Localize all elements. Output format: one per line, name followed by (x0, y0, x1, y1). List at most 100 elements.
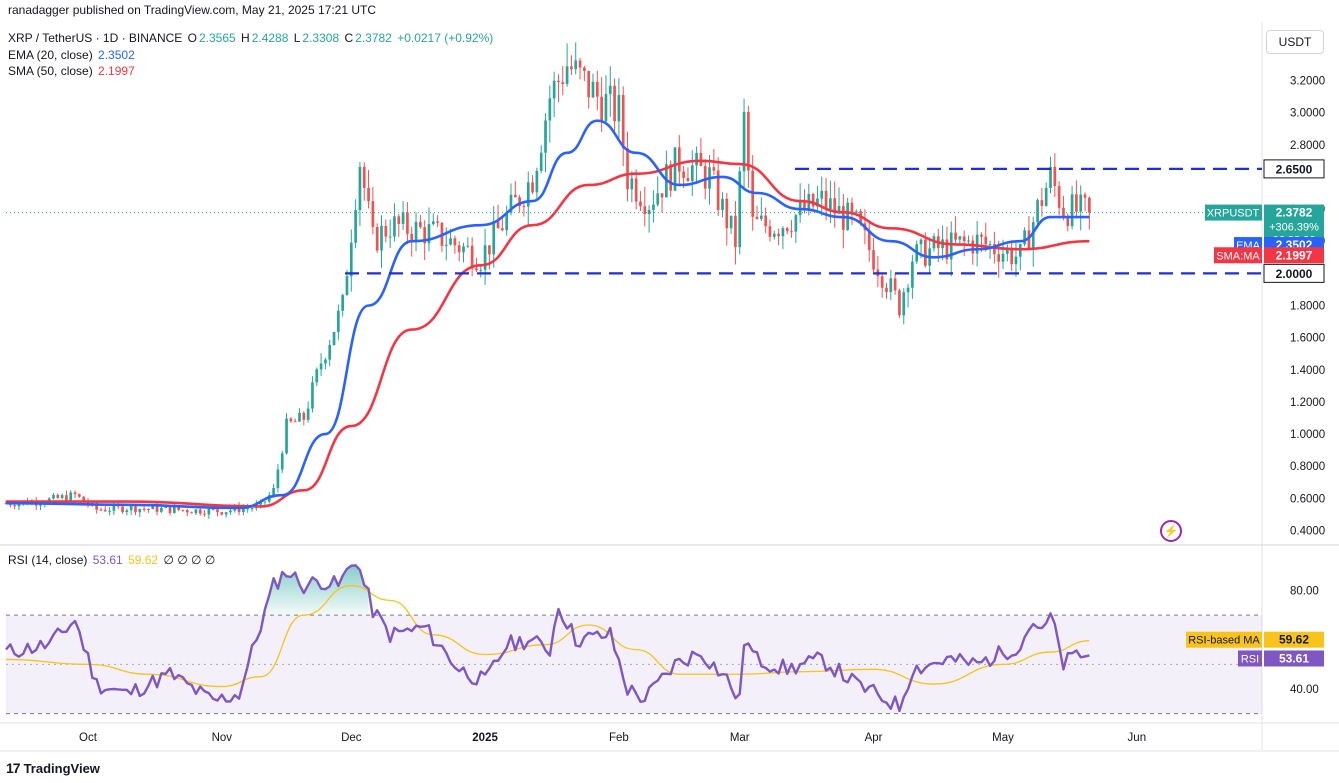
candle-body[interactable] (73, 492, 77, 495)
candle-body[interactable] (962, 236, 966, 242)
candle-body[interactable] (906, 287, 910, 293)
candle-body[interactable] (138, 508, 142, 513)
candle-body[interactable] (125, 510, 129, 513)
candle-body[interactable] (1014, 256, 1018, 265)
candle-body[interactable] (315, 369, 319, 383)
candle-body[interactable] (203, 513, 206, 515)
candle-body[interactable] (997, 254, 1001, 262)
candle-body[interactable] (578, 60, 582, 68)
candle-body[interactable] (108, 510, 111, 512)
lightning-icon[interactable]: ⚡ (1160, 520, 1182, 542)
candle-body[interactable] (924, 239, 927, 266)
candle-body[interactable] (69, 492, 73, 501)
candle-body[interactable] (518, 197, 521, 207)
candle-body[interactable] (501, 228, 504, 231)
candle-body[interactable] (608, 85, 612, 95)
candle-body[interactable] (531, 182, 534, 193)
candle-body[interactable] (129, 506, 133, 511)
candle-body[interactable] (630, 178, 634, 190)
candle-body[interactable] (190, 512, 193, 514)
candle-body[interactable] (552, 80, 556, 99)
candle-body[interactable] (535, 170, 539, 193)
candle-body[interactable] (388, 236, 392, 238)
candle-body[interactable] (86, 501, 90, 505)
candle-body[interactable] (643, 206, 647, 215)
candle-body[interactable] (656, 193, 660, 205)
candle-body[interactable] (759, 215, 763, 219)
candle-body[interactable] (1031, 222, 1035, 249)
candle-body[interactable] (289, 418, 293, 422)
candle-body[interactable] (712, 167, 716, 171)
candle-body[interactable] (56, 494, 60, 498)
candle-body[interactable] (682, 171, 685, 178)
candle-body[interactable] (587, 70, 591, 98)
candle-body[interactable] (410, 233, 414, 242)
candle-body[interactable] (112, 504, 116, 511)
candle-body[interactable] (794, 215, 798, 232)
candle-body[interactable] (893, 278, 897, 291)
time-axis[interactable]: Oct Nov Dec 2025 Feb Mar Apr May Jun (79, 732, 1146, 744)
candle-body[interactable] (216, 509, 219, 513)
candle-body[interactable] (768, 226, 772, 237)
candle-body[interactable] (544, 120, 547, 153)
sma-legend[interactable]: SMA (50, close) 2.1997 (8, 63, 137, 79)
candle-body[interactable] (647, 209, 651, 215)
candle-body[interactable] (147, 508, 150, 510)
candle-body[interactable] (721, 198, 724, 210)
candle-body[interactable] (669, 164, 673, 191)
candle-body[interactable] (185, 510, 189, 513)
candle-body[interactable] (984, 236, 988, 245)
candle-body[interactable] (837, 206, 841, 214)
rsi-legend[interactable]: RSI (14, close) 53.61 59.62 ∅ ∅ ∅ ∅ (8, 552, 217, 568)
candle-body[interactable] (401, 212, 405, 224)
candle-body[interactable] (496, 221, 500, 229)
candle-body[interactable] (78, 494, 81, 497)
candle-body[interactable] (781, 228, 785, 237)
candle-body[interactable] (703, 166, 707, 189)
candle-body[interactable] (690, 165, 694, 182)
candle-body[interactable] (337, 310, 340, 333)
price-axis[interactable]: 2.65002.00003.20003.00002.80002.40002.20… (1186, 76, 1325, 697)
candle-body[interactable] (1053, 166, 1057, 187)
candle-body[interactable] (462, 246, 465, 253)
candle-body[interactable] (39, 504, 42, 506)
candle-body[interactable] (902, 292, 906, 316)
candle-body[interactable] (224, 512, 228, 515)
candle-body[interactable] (134, 506, 137, 513)
candle-body[interactable] (738, 171, 742, 248)
candle-body[interactable] (772, 233, 776, 237)
candle-body[interactable] (285, 418, 288, 454)
candle-body[interactable] (164, 506, 168, 509)
candle-body[interactable] (302, 412, 306, 420)
candle-body[interactable] (833, 198, 837, 214)
candle-body[interactable] (565, 66, 569, 84)
candle-body[interactable] (457, 245, 461, 253)
candle-body[interactable] (242, 508, 245, 513)
candle-body[interactable] (1036, 200, 1039, 223)
candle-body[interactable] (449, 238, 452, 245)
candle-body[interactable] (293, 421, 297, 423)
candle-body[interactable] (431, 221, 435, 225)
candle-body[interactable] (341, 295, 344, 311)
candle-body[interactable] (729, 215, 733, 229)
candle-body[interactable] (820, 190, 824, 199)
candle-body[interactable] (211, 508, 215, 510)
candle-body[interactable] (13, 505, 16, 507)
candle-body[interactable] (177, 507, 180, 510)
candle-body[interactable] (276, 469, 280, 488)
candle-body[interactable] (716, 170, 720, 210)
candle-body[interactable] (539, 152, 543, 171)
candle-body[interactable] (872, 250, 875, 270)
candle-body[interactable] (522, 206, 526, 208)
candle-body[interactable] (414, 221, 418, 242)
candle-body[interactable] (755, 216, 759, 219)
candle-body[interactable] (151, 505, 155, 510)
candle-body[interactable] (470, 245, 474, 269)
candle-body[interactable] (652, 204, 655, 210)
candle-body[interactable] (393, 216, 396, 237)
candle-body[interactable] (725, 198, 729, 229)
candle-body[interactable] (548, 98, 552, 121)
candle-body[interactable] (181, 509, 185, 511)
rsi-line[interactable] (5, 564, 1090, 713)
candle-body[interactable] (867, 230, 871, 251)
